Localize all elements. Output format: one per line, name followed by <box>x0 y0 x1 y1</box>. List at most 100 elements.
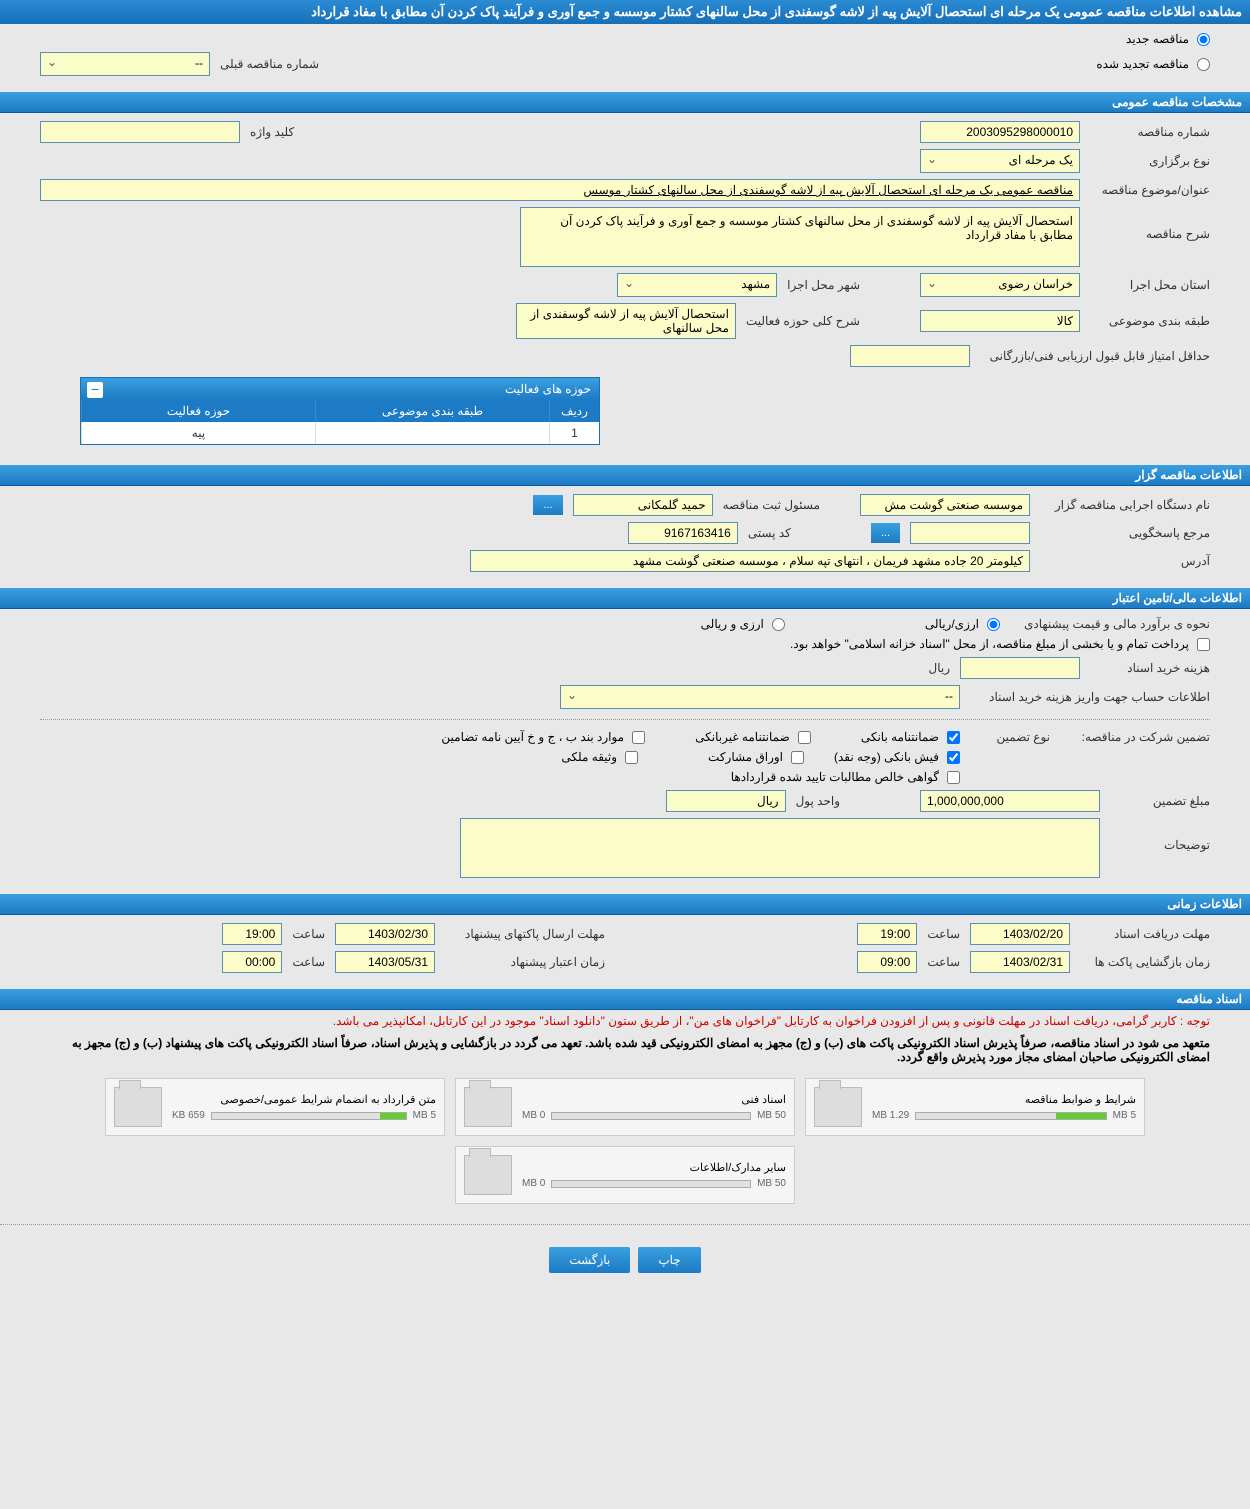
file-box[interactable]: اسناد فنی 50 MB 0 MB <box>455 1078 795 1136</box>
doc-cost-value[interactable] <box>960 657 1080 679</box>
account-label: اطلاعات حساب جهت واریز هزینه خرید اسناد <box>970 690 1210 704</box>
section-general: مشخصات مناقصه عمومی <box>0 92 1250 113</box>
keyword-field[interactable] <box>40 121 240 143</box>
province-label: استان محل اجرا <box>1090 278 1210 292</box>
province-select[interactable]: خراسان رضوی <box>920 273 1080 297</box>
description-value: استحصال آلایش پیه از لاشه گوسفندی از محل… <box>520 207 1080 267</box>
exec-value: موسسه صنعتی گوشت مش <box>860 494 1030 516</box>
holding-type-select[interactable]: یک مرحله ای <box>920 149 1080 173</box>
keyword-label: کلید واژه <box>250 125 294 139</box>
file-box[interactable]: شرایط و ضوابط مناقصه 5 MB 1.29 MB <box>805 1078 1145 1136</box>
radio-rial[interactable]: ارزی/ریالی <box>925 617 1000 631</box>
file-grid: شرایط و ضوابط مناقصه 5 MB 1.29 MB اسناد … <box>0 1068 1250 1214</box>
postal-label: کد پستی <box>748 526 791 540</box>
city-select[interactable]: مشهد <box>617 273 777 297</box>
folder-icon <box>464 1155 512 1195</box>
ref-label: مرجع پاسخگویی <box>1040 526 1210 540</box>
ref-more-button[interactable]: ... <box>871 523 900 543</box>
activity-table: حوزه های فعالیت − ردیف طبقه بندی موضوعی … <box>80 377 600 445</box>
notes-label: توضیحات <box>1110 818 1210 852</box>
guarantee-label: تضمین شرکت در مناقصه: <box>1060 730 1210 744</box>
registrar-more-button[interactable]: ... <box>533 495 562 515</box>
chk-securities-label: اوراق مشارکت <box>708 750 783 764</box>
chk-nonbank[interactable]: ضمانتنامه غیربانکی <box>695 730 811 744</box>
activity-table-title-text: حوزه های فعالیت <box>505 382 591 396</box>
folder-icon <box>114 1087 162 1127</box>
section-timing: اطلاعات زمانی <box>0 894 1250 915</box>
radio-fx[interactable]: ارزی و ریالی <box>701 617 785 631</box>
chk-regulation-label: موارد بند ب ، ج و خ آیین نامه تضامین <box>441 730 624 744</box>
receive-label: مهلت دریافت اسناد <box>1080 927 1210 941</box>
activity-table-head: ردیف طبقه بندی موضوعی حوزه فعالیت <box>81 400 599 422</box>
table-row: 1پیه <box>81 422 599 444</box>
receive-date: 1403/02/20 <box>970 923 1070 945</box>
min-score-value[interactable] <box>850 345 970 367</box>
estimate-label: نحوه ی برآورد مالی و قیمت پیشنهادی <box>1010 617 1210 631</box>
cell-cat <box>315 422 549 444</box>
chk-securities[interactable]: اوراق مشارکت <box>708 750 804 764</box>
organizer-content: نام دستگاه اجرایی مناقصه گزار موسسه صنعت… <box>0 486 1250 586</box>
file-total: 50 MB <box>757 1110 786 1121</box>
activity-table-title: حوزه های فعالیت − <box>81 378 599 400</box>
chk-bank[interactable]: ضمانتنامه بانکی <box>861 730 960 744</box>
ref-value[interactable] <box>910 522 1030 544</box>
col-act: حوزه فعالیت <box>81 400 315 422</box>
description-label: شرح مناقصه <box>1090 207 1210 241</box>
address-value: کیلومتر 20 جاده مشهد فریمان ، انتهای تپه… <box>470 550 1030 572</box>
notice-1: توجه : کاربر گرامی، دریافت اسناد در مهلت… <box>0 1010 1250 1032</box>
print-button[interactable]: چاپ <box>638 1247 700 1273</box>
open-time-label: ساعت <box>927 955 960 969</box>
file-box[interactable]: متن قرارداد به انضمام شرایط عمومی/خصوصی … <box>105 1078 445 1136</box>
file-progress: 5 MB 1.29 MB <box>872 1110 1136 1121</box>
number-value: 2003095298000010 <box>920 121 1080 143</box>
radio-renewed-tender[interactable]: مناقصه تجدید شده <box>1096 57 1210 71</box>
amount-label: مبلغ تضمین <box>1110 794 1210 808</box>
open-time: 09:00 <box>857 951 917 973</box>
chk-bank-label: ضمانتنامه بانکی <box>861 730 939 744</box>
activity-desc-label: شرح کلی حوزه فعالیت <box>746 314 860 328</box>
city-label: شهر محل اجرا <box>787 278 860 292</box>
radio-new-tender[interactable]: مناقصه جدید <box>1126 32 1210 46</box>
section-financial: اطلاعات مالی/تامین اعتبار <box>0 588 1250 609</box>
col-idx: ردیف <box>549 400 599 422</box>
radio-rial-label: ارزی/ریالی <box>925 617 979 631</box>
notes-value[interactable] <box>460 818 1100 878</box>
chk-regulation[interactable]: موارد بند ب ، ج و خ آیین نامه تضامین <box>441 730 645 744</box>
prev-number-select[interactable]: -- <box>40 52 210 76</box>
timing-content: مهلت دریافت اسناد 1403/02/20 ساعت 19:00 … <box>0 915 1250 987</box>
account-select[interactable]: -- <box>560 685 960 709</box>
validity-time: 00:00 <box>222 951 282 973</box>
send-label: مهلت ارسال پاکتهای پیشنهاد <box>445 927 605 941</box>
collapse-icon[interactable]: − <box>87 382 103 398</box>
file-total: 50 MB <box>757 1178 786 1189</box>
payment-note-check[interactable]: پرداخت تمام و یا بخشی از مبلغ مناقصه، از… <box>790 637 1210 651</box>
chk-cash[interactable]: فیش بانکی (وجه نقد) <box>834 750 960 764</box>
registrar-value: حمید گلمکانی <box>573 494 713 516</box>
radio-renewed-label: مناقصه تجدید شده <box>1096 57 1189 71</box>
back-button[interactable]: بازگشت <box>549 1247 630 1273</box>
file-title: اسناد فنی <box>522 1093 786 1106</box>
payment-note-label: پرداخت تمام و یا بخشی از مبلغ مناقصه، از… <box>790 637 1189 651</box>
currency-label: واحد پول <box>796 794 840 808</box>
file-progress: 50 MB 0 MB <box>522 1110 786 1121</box>
postal-value: 9167163416 <box>628 522 738 544</box>
cell-act: پیه <box>81 422 315 444</box>
receive-time: 19:00 <box>857 923 917 945</box>
guarantee-type-label: نوع تضمین <box>970 730 1050 744</box>
chk-property-label: وثیقه ملکی <box>561 750 617 764</box>
category-value: کالا <box>920 310 1080 332</box>
financial-content: نحوه ی برآورد مالی و قیمت پیشنهادی ارزی/… <box>0 609 1250 892</box>
send-time-label: ساعت <box>292 927 325 941</box>
file-used: 1.29 MB <box>872 1110 909 1121</box>
file-total: 5 MB <box>413 1110 436 1121</box>
divider <box>40 719 1210 720</box>
currency-value: ریال <box>666 790 786 812</box>
chk-claims[interactable]: گواهی خالص مطالبات تایید شده قراردادها <box>731 770 960 784</box>
address-label: آدرس <box>1040 554 1210 568</box>
section-organizer: اطلاعات مناقصه گزار <box>0 465 1250 486</box>
validity-date: 1403/05/31 <box>335 951 435 973</box>
footer-divider <box>0 1224 1250 1225</box>
file-box[interactable]: سایر مدارک/اطلاعات 50 MB 0 MB <box>455 1146 795 1204</box>
chk-property[interactable]: وثیقه ملکی <box>561 750 638 764</box>
folder-icon <box>464 1087 512 1127</box>
